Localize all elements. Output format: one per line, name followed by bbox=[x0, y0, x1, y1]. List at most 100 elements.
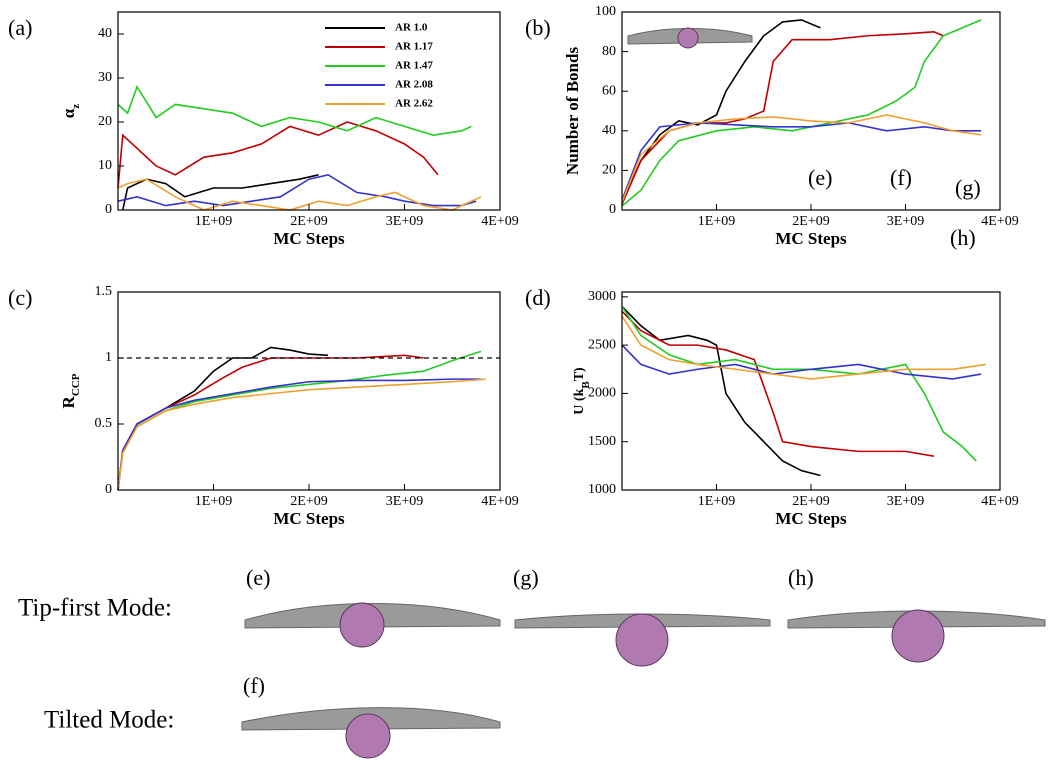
x-axis-title: MC Steps bbox=[273, 229, 345, 248]
annotation: (e) bbox=[808, 165, 832, 190]
panel-label: (b) bbox=[525, 15, 551, 40]
y-tick-label: 40 bbox=[98, 26, 112, 41]
data-line bbox=[117, 378, 481, 491]
data-line bbox=[621, 122, 982, 201]
snapshot-label: (g) bbox=[513, 565, 539, 590]
x-tick-label: 2E+09 bbox=[792, 494, 829, 509]
x-tick-label: 4E+09 bbox=[481, 494, 518, 509]
particle bbox=[677, 27, 699, 49]
y-axis-title-part: Number of Bonds bbox=[563, 47, 582, 176]
y-tick-label: 2000 bbox=[588, 386, 616, 401]
particle bbox=[615, 613, 669, 667]
y-tick-label: 3000 bbox=[588, 289, 616, 304]
y-tick-label: 20 bbox=[602, 163, 616, 178]
membrane-snapshot bbox=[244, 602, 501, 648]
x-tick-label: 4E+09 bbox=[981, 214, 1018, 229]
membrane-snapshot bbox=[514, 613, 771, 667]
data-line bbox=[117, 346, 329, 491]
snapshot-label: (e) bbox=[246, 565, 270, 590]
y-tick-label: 1000 bbox=[588, 482, 616, 497]
x-tick-label: 2E+09 bbox=[792, 214, 829, 229]
y-axis-title-part: B bbox=[580, 381, 592, 389]
data-line bbox=[621, 315, 986, 380]
legend-label: AR 1.17 bbox=[395, 41, 433, 53]
x-tick-label: 2E+09 bbox=[290, 494, 327, 509]
y-axis-title: U (kBT) bbox=[572, 367, 591, 415]
y-tick-label: 0 bbox=[105, 482, 112, 497]
x-tick-label: 3E+09 bbox=[887, 214, 924, 229]
y-tick-label: 1500 bbox=[588, 434, 616, 449]
x-tick-label: 4E+09 bbox=[981, 494, 1018, 509]
data-line bbox=[117, 121, 439, 189]
y-tick-label: 40 bbox=[602, 123, 616, 138]
annotation: (f) bbox=[890, 165, 912, 190]
y-tick-label: 2500 bbox=[588, 337, 616, 352]
y-tick-label: 1.5 bbox=[95, 284, 113, 299]
y-axis-title-part: CCP bbox=[70, 373, 82, 396]
y-tick-label: 1 bbox=[105, 350, 112, 365]
y-tick-label: 100 bbox=[595, 4, 616, 19]
x-tick-label: 2E+09 bbox=[290, 214, 327, 229]
y-axis-title-part: U (k bbox=[572, 388, 587, 414]
y-axis-title-part: α bbox=[59, 108, 78, 118]
data-line bbox=[117, 350, 482, 491]
y-axis-title: αz bbox=[59, 104, 82, 119]
data-line bbox=[117, 173, 477, 207]
y-axis-title: RCCP bbox=[59, 373, 82, 408]
plot-frame bbox=[621, 291, 1001, 491]
y-axis-title: Number of Bonds bbox=[563, 47, 582, 176]
data-line bbox=[621, 305, 821, 477]
data-line bbox=[621, 19, 982, 207]
panel-label: (c) bbox=[8, 285, 32, 310]
data-line bbox=[621, 306, 977, 462]
mode-label: Tip-first Mode: bbox=[18, 595, 172, 622]
legend-label: AR 2.08 bbox=[395, 79, 433, 91]
snapshot-label: (h) bbox=[788, 565, 814, 590]
x-axis-title: MC Steps bbox=[775, 509, 847, 528]
y-tick-label: 0.5 bbox=[95, 416, 113, 431]
y-axis-title-part: z bbox=[70, 104, 82, 109]
y-axis-title-part: T) bbox=[572, 367, 587, 381]
legend-label: AR 1.0 bbox=[395, 22, 428, 34]
y-tick-label: 60 bbox=[602, 83, 616, 98]
annotation: (h) bbox=[950, 225, 976, 250]
y-tick-label: 0 bbox=[105, 202, 112, 217]
plot-frame bbox=[117, 291, 501, 491]
x-tick-label: 3E+09 bbox=[887, 494, 924, 509]
x-axis-title: MC Steps bbox=[273, 509, 345, 528]
data-line bbox=[117, 84, 472, 137]
y-tick-label: 80 bbox=[602, 44, 616, 59]
data-line bbox=[121, 174, 319, 211]
x-tick-label: 1E+09 bbox=[698, 214, 735, 229]
x-tick-label: 3E+09 bbox=[386, 494, 423, 509]
plot-frame bbox=[117, 11, 501, 211]
membrane-snapshot bbox=[241, 707, 501, 759]
data-line bbox=[117, 378, 486, 491]
x-tick-label: 1E+09 bbox=[698, 494, 735, 509]
x-axis-title: MC Steps bbox=[775, 229, 847, 248]
x-tick-label: 1E+09 bbox=[195, 214, 232, 229]
x-tick-label: 1E+09 bbox=[195, 494, 232, 509]
panel-label: (d) bbox=[525, 285, 551, 310]
annotation: (g) bbox=[955, 175, 981, 200]
particle bbox=[891, 609, 945, 663]
panel-label: (a) bbox=[8, 15, 32, 40]
y-tick-label: 20 bbox=[98, 114, 112, 129]
particle bbox=[345, 713, 391, 759]
membrane-snapshot bbox=[787, 609, 1046, 663]
y-axis-title-part: R bbox=[59, 395, 78, 408]
y-tick-label: 10 bbox=[98, 158, 112, 173]
y-tick-label: 30 bbox=[98, 70, 112, 85]
y-tick-label: 0 bbox=[609, 202, 616, 217]
membrane-snapshot bbox=[627, 27, 753, 49]
snapshot-label: (f) bbox=[243, 673, 265, 698]
x-tick-label: 3E+09 bbox=[386, 214, 423, 229]
data-line bbox=[621, 344, 982, 380]
data-line bbox=[621, 114, 982, 203]
legend-label: AR 1.47 bbox=[395, 60, 433, 72]
particle bbox=[339, 602, 385, 648]
legend-label: AR 2.62 bbox=[395, 98, 433, 110]
data-line bbox=[621, 310, 934, 457]
mode-label: Tilted Mode: bbox=[44, 707, 174, 734]
